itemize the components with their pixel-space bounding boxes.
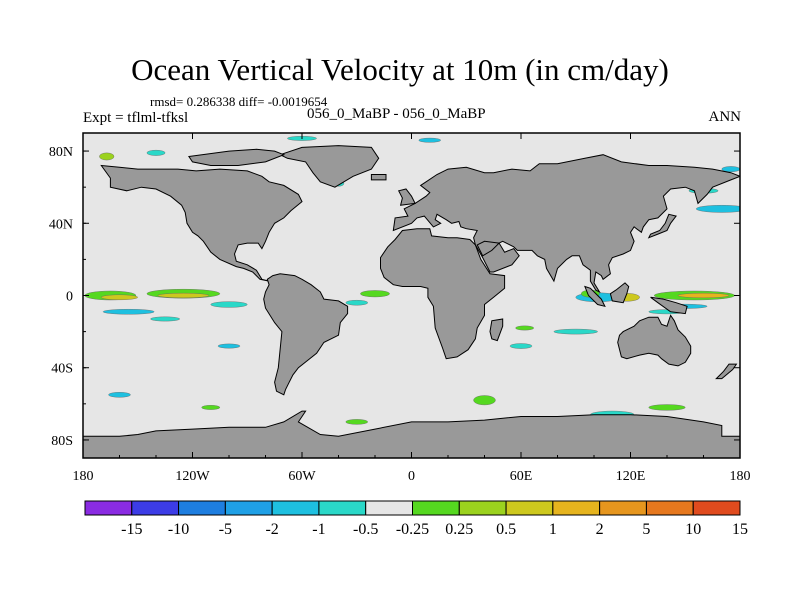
y-tick-label: 40S [51,362,73,377]
colorbar-swatch [318,500,367,516]
colorbar-swatch [505,500,554,516]
anomaly-patch-6 [150,316,180,322]
rmsd-diff-stats: rmsd= 0.286338 diff= -0.0019654 [150,94,328,109]
velocity-anomaly-layer [84,136,740,425]
plot-title: Ocean Vertical Velocity at 10m (in cm/da… [131,52,669,87]
land-australia [617,314,692,367]
land-africa [380,228,506,360]
land-greenland [278,145,380,188]
anomaly-patch-30 [201,405,221,410]
colorbar-label: 15 [732,521,748,538]
land-arabian-mask [476,240,501,257]
x-tick-label: 120E [616,469,646,484]
colorbar-label: 2 [596,521,604,538]
land-south-america [263,273,349,396]
colorbar-swatch [84,500,133,516]
land-scandinavia-cap [370,174,387,181]
anomaly-patch-24 [553,328,598,335]
longitude-axis: 180 120W 60W 0 60E 120E 180 [73,133,751,484]
land-new-guinea [650,296,688,315]
x-tick-label: 180 [730,469,751,484]
colorbar-label: 5 [642,521,650,538]
colorbar-swatch [692,500,741,516]
colorbar: -15 -10 -5 -2 -1 -0.5 -0.25 0.25 0.5 1 2 5 10 15 [84,500,748,538]
anomaly-patch-13 [677,292,730,299]
x-tick-label: 60E [510,469,533,484]
anomaly-patch-5 [210,301,248,308]
anomaly-patch-4 [157,292,210,299]
y-tick-label: 0 [66,290,73,305]
colorbar-swatch [178,500,226,516]
colorbar-label: 0.25 [445,521,473,538]
anomaly-patch-9 [146,149,166,156]
anomaly-patch-28 [648,404,686,411]
anomaly-patch-2 [102,309,155,315]
colorbar-label: -0.25 [396,521,429,538]
land-north-america [100,164,303,282]
colorbar-swatch [271,500,320,516]
land-uk [397,188,416,206]
colorbar-label: 0.5 [496,521,516,538]
anomaly-patch-19 [696,205,740,213]
colorbar-swatch [552,500,601,516]
land-japan [647,213,677,239]
land-eurasia [392,154,740,294]
anomaly-patch-8 [345,299,368,306]
anomaly-patch-22 [418,137,441,143]
case-label: 056_0_MaBP - 056_0_MaBP [307,106,486,122]
land-borneo [609,282,630,304]
season-label: ANN [708,109,742,125]
anomaly-patch-31 [509,343,533,349]
anomaly-patch-25 [515,325,534,331]
colorbar-label: -1 [312,521,325,538]
x-tick-label: 120W [175,469,210,484]
colorbar-label: -2 [265,521,278,538]
colorbar-swatch [365,500,414,516]
anomaly-patch-32 [217,343,241,349]
colorbar-swatch [599,500,647,516]
anomaly-patch-26 [473,395,496,406]
anomaly-patch-21 [721,166,740,173]
land-canadian-arctic [188,148,286,166]
land-antarctica [83,410,740,458]
land-sumatra [584,285,606,308]
colorbar-label: -15 [121,521,142,538]
anomaly-patch-33 [108,392,131,398]
anomaly-patch-29 [345,419,368,425]
experiment-label: Expt = tflml-tfksl [83,110,189,126]
y-tick-label: 80N [49,145,73,160]
colorbar-label: -0.5 [353,521,378,538]
colorbar-label: 1 [549,521,557,538]
y-tick-label: 40N [49,217,73,232]
anomaly-patch-10 [99,152,115,161]
x-tick-label: 0 [408,469,415,484]
y-tick-label: 80S [51,434,73,449]
anomaly-patch-1 [101,294,138,301]
land-new-zealand [715,363,738,380]
colorbar-swatch [224,500,273,516]
x-tick-label: 180 [73,469,94,484]
x-tick-label: 60W [288,469,316,484]
colorbar-label: -5 [219,521,232,538]
land-madagascar [489,318,504,342]
anomaly-patch-7 [360,290,390,298]
colorbar-swatch [131,500,180,516]
colorbar-label: 10 [685,521,701,538]
land-layer [83,145,740,458]
latitude-axis: 80N 40N 0 40S 80S [49,145,740,449]
colorbar-swatch [645,500,694,516]
colorbar-label: -10 [168,521,189,538]
colorbar-swatch [412,500,460,516]
colorbar-swatch [458,500,507,516]
